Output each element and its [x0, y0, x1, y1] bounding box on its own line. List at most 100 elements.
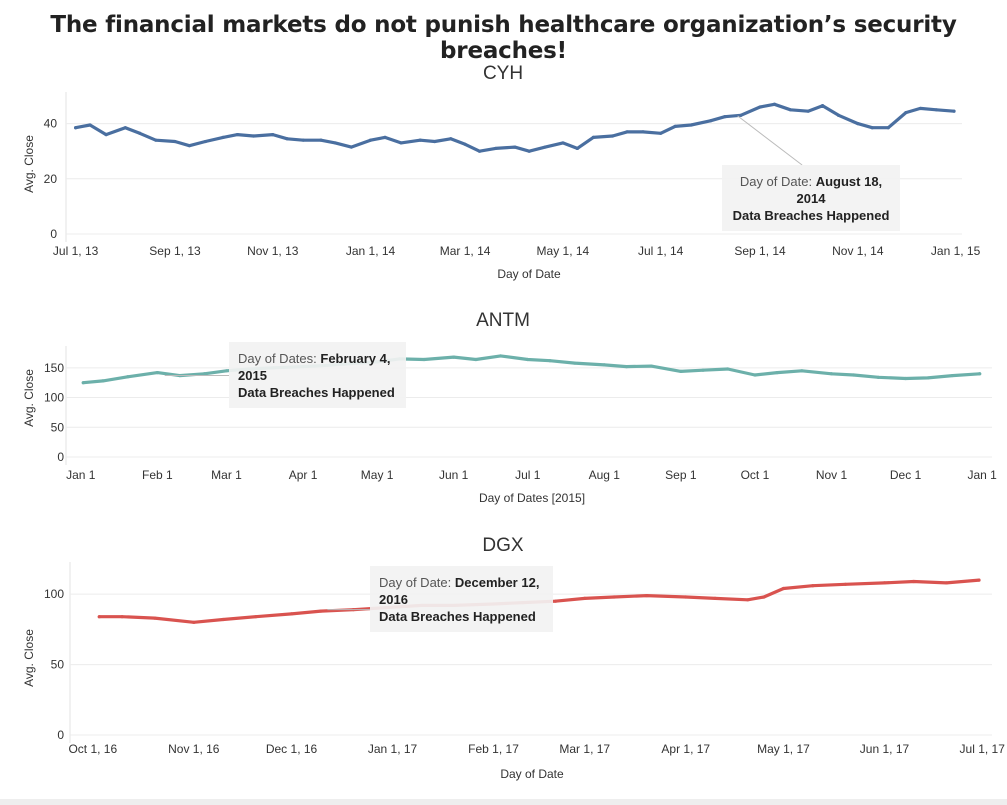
data-point[interactable] — [138, 131, 142, 135]
data-point[interactable] — [543, 145, 547, 149]
data-point[interactable] — [153, 616, 157, 620]
data-point[interactable] — [781, 586, 786, 591]
data-point[interactable] — [155, 370, 159, 375]
data-point[interactable] — [624, 365, 629, 369]
data-point[interactable] — [612, 595, 616, 599]
data-point[interactable] — [192, 620, 196, 624]
data-point[interactable] — [852, 373, 856, 377]
data-point[interactable] — [726, 367, 730, 371]
data-point[interactable] — [104, 133, 108, 137]
data-point[interactable] — [399, 141, 403, 145]
data-point[interactable] — [573, 361, 577, 365]
data-point[interactable] — [254, 615, 258, 619]
data-point[interactable] — [101, 379, 105, 383]
data-point[interactable] — [591, 135, 595, 139]
data-point[interactable] — [513, 145, 517, 149]
data-point[interactable] — [952, 109, 956, 113]
data-point[interactable] — [575, 146, 579, 151]
data-point[interactable] — [800, 369, 804, 373]
data-point[interactable] — [876, 375, 881, 379]
data-point[interactable] — [251, 134, 256, 138]
data-point[interactable] — [88, 123, 92, 127]
data-point[interactable] — [950, 373, 955, 378]
data-point[interactable] — [289, 612, 294, 616]
data-point[interactable] — [701, 368, 705, 372]
data-point[interactable] — [739, 113, 743, 117]
data-point[interactable] — [97, 615, 101, 619]
data-point[interactable] — [684, 595, 688, 599]
data-point[interactable] — [383, 135, 387, 139]
data-point[interactable] — [561, 141, 565, 145]
data-point[interactable] — [120, 615, 124, 619]
data-point[interactable] — [477, 149, 482, 153]
data-point[interactable] — [978, 372, 982, 376]
data-point[interactable] — [806, 109, 810, 113]
data-point[interactable] — [746, 598, 750, 602]
data-point[interactable] — [903, 376, 908, 381]
data-point[interactable] — [452, 355, 456, 359]
data-point[interactable] — [173, 139, 177, 144]
data-point[interactable] — [659, 131, 663, 135]
data-point[interactable] — [187, 144, 192, 148]
data-point[interactable] — [723, 115, 727, 119]
data-point[interactable] — [527, 149, 531, 153]
data-point[interactable] — [224, 369, 229, 373]
data-point[interactable] — [625, 130, 629, 134]
data-point[interactable] — [349, 145, 353, 149]
data-point[interactable] — [235, 133, 240, 137]
data-point[interactable] — [926, 376, 930, 380]
data-point[interactable] — [553, 599, 558, 603]
data-point[interactable] — [583, 596, 587, 600]
series-line[interactable] — [81, 354, 982, 385]
data-point[interactable] — [474, 357, 478, 362]
data-point[interactable] — [775, 370, 779, 375]
data-point[interactable] — [843, 582, 847, 586]
data-point[interactable] — [753, 373, 757, 377]
data-point[interactable] — [202, 372, 206, 376]
data-point[interactable] — [126, 375, 130, 379]
data-point[interactable] — [645, 593, 649, 598]
data-point[interactable] — [301, 138, 305, 142]
data-point[interactable] — [856, 122, 860, 126]
data-point[interactable] — [123, 126, 127, 130]
data-point[interactable] — [934, 108, 938, 112]
data-point[interactable] — [221, 135, 225, 139]
data-point[interactable] — [673, 124, 677, 128]
data-point[interactable] — [708, 119, 712, 123]
data-point[interactable] — [904, 110, 908, 115]
data-point[interactable] — [463, 142, 467, 146]
data-point[interactable] — [418, 138, 422, 142]
data-point[interactable] — [548, 359, 552, 363]
data-point[interactable] — [333, 141, 337, 145]
data-point[interactable] — [713, 596, 717, 600]
data-point[interactable] — [758, 105, 762, 109]
data-point[interactable] — [836, 113, 841, 117]
data-point[interactable] — [154, 138, 158, 142]
data-point[interactable] — [499, 354, 503, 358]
data-point[interactable] — [203, 139, 208, 144]
data-point[interactable] — [285, 137, 289, 141]
data-point[interactable] — [882, 581, 887, 585]
data-point[interactable] — [772, 102, 777, 106]
data-point[interactable] — [319, 138, 323, 142]
data-point[interactable] — [679, 369, 683, 373]
data-point[interactable] — [610, 134, 615, 138]
data-point[interactable] — [81, 381, 85, 385]
data-point[interactable] — [433, 139, 437, 144]
data-point[interactable] — [649, 364, 653, 368]
data-point[interactable] — [886, 126, 890, 130]
data-point[interactable] — [689, 123, 693, 127]
data-point[interactable] — [870, 126, 874, 130]
data-point[interactable] — [918, 106, 922, 111]
series-line[interactable] — [73, 102, 956, 153]
data-point[interactable] — [912, 579, 916, 584]
data-point[interactable] — [449, 137, 453, 141]
data-point[interactable] — [811, 584, 815, 588]
data-point[interactable] — [493, 146, 498, 151]
data-point[interactable] — [319, 609, 323, 613]
data-point[interactable] — [762, 595, 766, 599]
data-point[interactable] — [788, 108, 793, 112]
data-point[interactable] — [526, 357, 530, 362]
data-point[interactable] — [368, 138, 373, 142]
data-point[interactable] — [820, 104, 825, 108]
